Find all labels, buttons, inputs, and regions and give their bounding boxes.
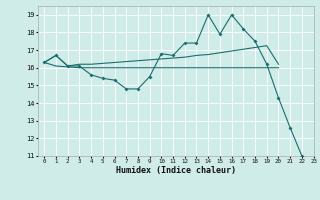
- X-axis label: Humidex (Indice chaleur): Humidex (Indice chaleur): [116, 166, 236, 175]
